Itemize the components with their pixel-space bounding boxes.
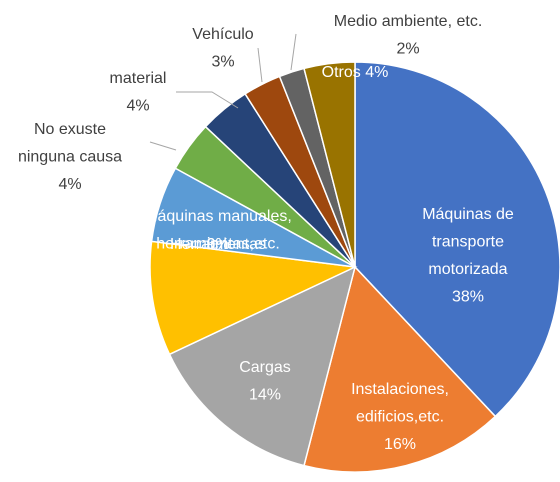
category-line: motorizada (428, 261, 507, 278)
category-line: Medio ambiente, etc. (334, 13, 483, 30)
leader-line (257, 47, 263, 83)
value-label: 16% (384, 436, 416, 453)
category-line: edificios,etc. (356, 409, 444, 426)
category-label: Otros (322, 64, 366, 81)
pie-slice (303, 61, 356, 268)
category-label: Máquinas manuales, herramientas,etc. (144, 208, 292, 253)
value-label: 4% (126, 98, 149, 115)
value-label: 6% (206, 236, 229, 253)
pie-slice (149, 240, 358, 356)
value-label: 14% (249, 387, 281, 404)
category-line: Instalaciones, (351, 381, 449, 398)
category-label: Medio ambiente, etc. (334, 13, 483, 30)
category-label: material (110, 70, 167, 87)
pie-slice (354, 61, 560, 418)
category-line: Máquinas manuales, (144, 208, 292, 225)
category-line: ninguna causa (18, 149, 122, 166)
category-label: Cargas (239, 359, 291, 376)
category-label: Herramientas (170, 236, 266, 253)
value-label: 38% (452, 289, 484, 306)
pie-slice (168, 265, 357, 467)
category-line: Máquinas de (422, 206, 514, 223)
category-line: herramientas,etc. (156, 236, 280, 253)
value-label: 2% (396, 41, 419, 58)
value-label: 4% (58, 176, 81, 193)
category-label: Instalaciones, edificios,etc. (351, 381, 449, 426)
value-label: 3% (211, 54, 234, 71)
category-line: Herramientas (170, 236, 266, 253)
slice-label: Otros 4% (322, 64, 389, 81)
category-label: Máquinas de transporte motorizada (422, 206, 514, 278)
category-label: Vehículo (192, 26, 253, 43)
category-line: Cargas (239, 359, 291, 376)
category-label: No exuste ninguna causa (18, 121, 122, 166)
leader-line (149, 141, 177, 151)
leader-line (290, 33, 297, 71)
pie-slice (303, 265, 497, 473)
category-line: No exuste (34, 121, 106, 138)
category-line: transporte (432, 234, 504, 251)
category-line: Vehículo (192, 26, 253, 43)
value-label: 4% (365, 64, 388, 81)
leader-line (176, 91, 239, 109)
category-line: material (110, 70, 167, 87)
value-label: 9% (206, 236, 229, 253)
